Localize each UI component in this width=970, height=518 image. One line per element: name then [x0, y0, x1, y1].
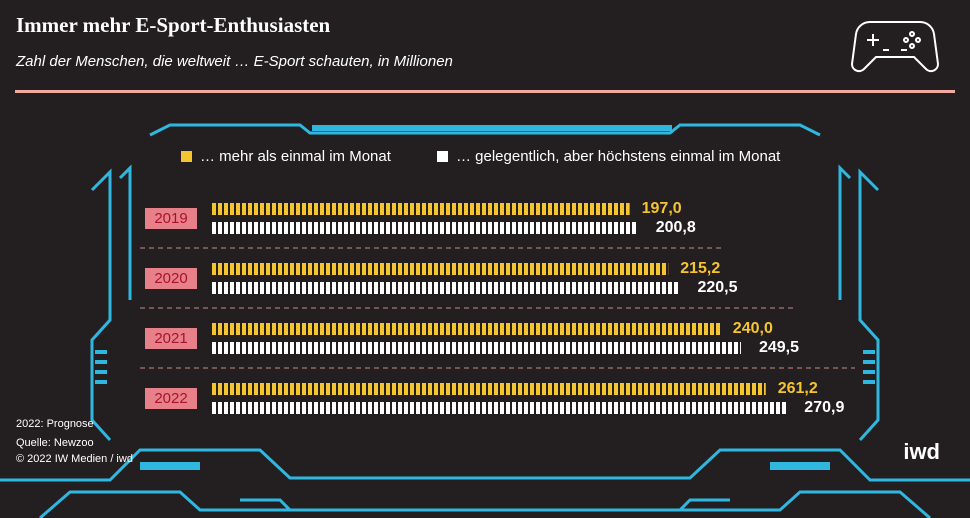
gamepad-icon [850, 20, 940, 73]
legend-label: … gelegentlich, aber höchstens einmal im… [456, 148, 781, 165]
note: 2022: Prognose [16, 418, 94, 430]
decoration [0, 123, 970, 518]
value-label: 200,8 [656, 219, 696, 236]
bar [212, 282, 680, 294]
legend-swatch [437, 151, 448, 162]
chart-title: Immer mehr E-Sport-Enthusiasten [16, 13, 331, 37]
legend-label: … mehr als einmal im Monat [200, 148, 392, 165]
value-label: 240,0 [733, 320, 773, 337]
bar [212, 263, 669, 275]
year-box [145, 388, 197, 409]
bar [212, 323, 721, 335]
value-label: 261,2 [778, 380, 818, 397]
title-rule [15, 90, 955, 93]
year-box [145, 208, 197, 229]
chart-subtitle: Zahl der Menschen, die weltweit … E-Spor… [15, 53, 453, 70]
bar [212, 342, 741, 354]
value-label: 197,0 [642, 200, 682, 217]
value-label: 215,2 [680, 260, 720, 277]
year-box [145, 268, 197, 289]
value-label: 270,9 [804, 399, 844, 416]
value-label: 220,5 [697, 279, 737, 296]
bar [212, 402, 787, 414]
year-label: 2020 [154, 270, 187, 287]
brand-logo: iwd [903, 439, 940, 464]
year-label: 2019 [154, 210, 187, 227]
copyright: © 2022 IW Medien / iwd [16, 453, 133, 465]
year-label: 2022 [154, 390, 187, 407]
year-box [145, 328, 197, 349]
year-label: 2021 [154, 330, 187, 347]
source: Quelle: Newzoo [16, 437, 94, 449]
bar [212, 383, 766, 395]
bar [212, 222, 638, 234]
legend-swatch [181, 151, 192, 162]
bar [212, 203, 630, 215]
value-label: 249,5 [759, 339, 799, 356]
